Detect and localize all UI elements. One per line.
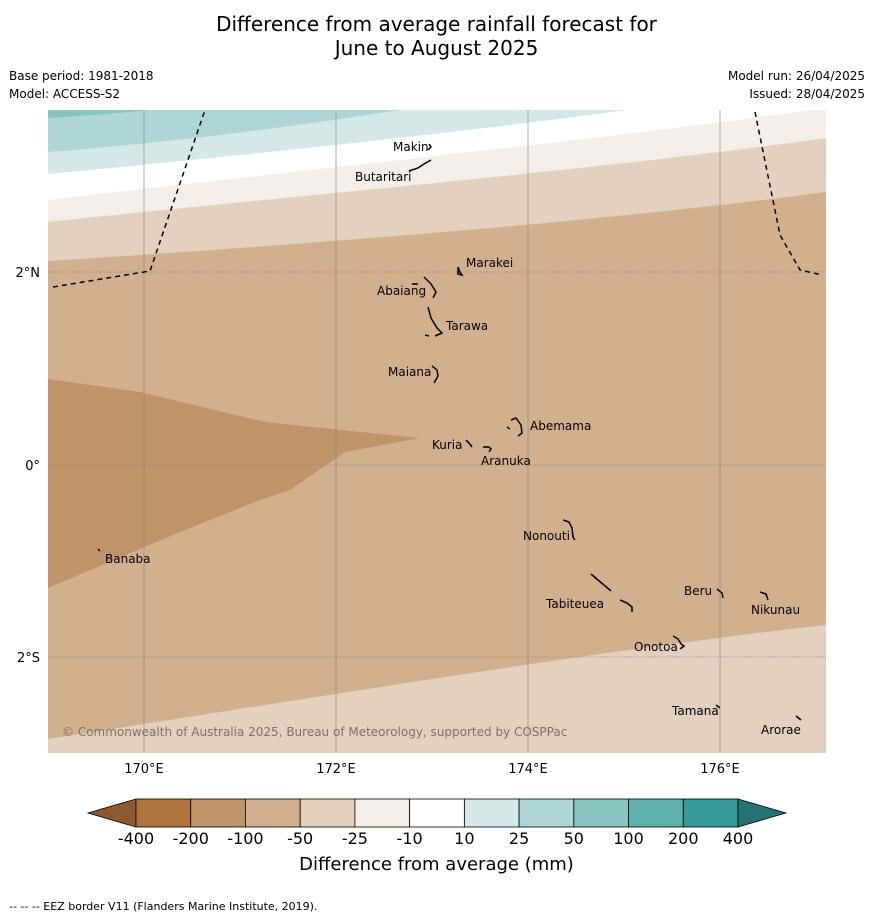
colorbar-segment: [573, 798, 629, 828]
colorbar-segment: [299, 798, 356, 828]
colorbar-segment: [354, 798, 411, 828]
colorbar-tick-label: 50: [563, 829, 584, 848]
place-label-kuria: Kuria: [432, 438, 463, 452]
colorbar-segment: [245, 798, 301, 828]
lon-label-170e: 170°E: [124, 762, 164, 777]
model-run-date: Model run: 26/04/2025: [727, 69, 865, 83]
colorbar: [86, 798, 788, 828]
colorbar-tick-label: -25: [341, 829, 368, 848]
lon-label-176e: 176°E: [700, 762, 740, 777]
map-frame: [48, 110, 826, 753]
place-label-nonouti: Nonouti: [523, 529, 570, 543]
latitude-tick-labels: 2°N 0° 2°S: [16, 266, 41, 666]
place-label-abemama: Abemama: [530, 419, 591, 433]
base-period: Base period: 1981-2018: [9, 69, 154, 83]
place-label-banaba: Banaba: [105, 552, 151, 566]
colorbar-tick-label: -200: [172, 829, 209, 848]
metadata-left: Base period: 1981-2018 Model: ACCESS-S2: [9, 67, 154, 103]
title-line-2: June to August 2025: [334, 36, 539, 60]
colorbar-tick-label: 200: [667, 829, 699, 848]
island-outlines: [97, 143, 802, 721]
place-label-makin: Makin: [393, 140, 429, 154]
place-label-abaiang: Abaiang: [377, 284, 426, 298]
colorbar-segment: [628, 798, 684, 828]
place-label-beru: Beru: [684, 584, 712, 598]
colorbar-tick-label: -50: [287, 829, 314, 848]
eez-border: [52, 109, 823, 288]
longitude-tick-labels: 170°E 172°E 174°E 176°E: [124, 762, 740, 777]
place-label-arorae: Arorae: [761, 723, 801, 737]
colorbar-tick-label: 10: [454, 829, 475, 848]
map-title: Difference from average rainfall forecas…: [0, 12, 873, 60]
colorbar-tick-label: 100: [613, 829, 644, 848]
colorbar-segment: [682, 798, 739, 828]
colorbar-segment: [463, 798, 520, 828]
eez-footnote: -- -- -- EEZ border V11 (Flanders Marine…: [9, 900, 318, 913]
place-label-aranuka: Aranuka: [481, 454, 531, 468]
place-label-butaritari: Butaritari: [355, 170, 412, 184]
colorbar-segment: [409, 798, 465, 828]
colorbar-title: Difference from average (mm): [299, 854, 574, 875]
lat-label-2s: 2°S: [17, 651, 40, 666]
colorbar-tick-label: -400: [117, 829, 155, 848]
colorbar-tick-label: -100: [227, 829, 264, 848]
colorbar-extend-low: [86, 798, 137, 828]
place-label-nikunau: Nikunau: [751, 603, 800, 617]
colorbar-segment: [518, 798, 575, 828]
place-label-onotoa: Onotoa: [634, 640, 678, 654]
title-line-1: Difference from average rainfall forecas…: [216, 12, 657, 36]
lat-label-0: 0°: [25, 459, 40, 474]
colorbar-extend-high: [737, 798, 788, 828]
band-25-50: [48, 110, 400, 152]
place-label-maiana: Maiana: [388, 365, 431, 379]
place-label-marakei: Marakei: [466, 256, 513, 270]
colorbar-segment: [190, 798, 246, 828]
place-label-tabiteuea: Tabiteuea: [545, 597, 604, 611]
place-labels: Makin Butaritari Marakei Abaiang Tarawa …: [105, 140, 801, 737]
metadata-right: Model run: 26/04/2025 Issued: 28/04/2025: [728, 67, 865, 103]
band-50-100: [48, 110, 150, 118]
colorbar-tick-label: 25: [508, 829, 530, 848]
band-minus50-minus100: [48, 192, 826, 739]
issued-date: Issued: 28/04/2025: [749, 87, 865, 101]
model-name: Model: ACCESS-S2: [9, 87, 121, 101]
copyright-notice: © Commonwealth of Australia 2025, Bureau…: [62, 725, 567, 739]
band-minus100-minus200: [48, 379, 420, 588]
lon-label-172e: 172°E: [316, 762, 356, 777]
colorbar-tick-label: 400: [722, 829, 754, 848]
lon-label-174e: 174°E: [508, 762, 548, 777]
colorbar-tick-label: -10: [396, 829, 423, 848]
place-label-tarawa: Tarawa: [445, 319, 488, 333]
colorbar-segment: [135, 798, 192, 828]
lat-label-2n: 2°N: [16, 266, 41, 281]
place-label-tamana: Tamana: [671, 704, 719, 718]
map-gridlines: [48, 110, 826, 753]
